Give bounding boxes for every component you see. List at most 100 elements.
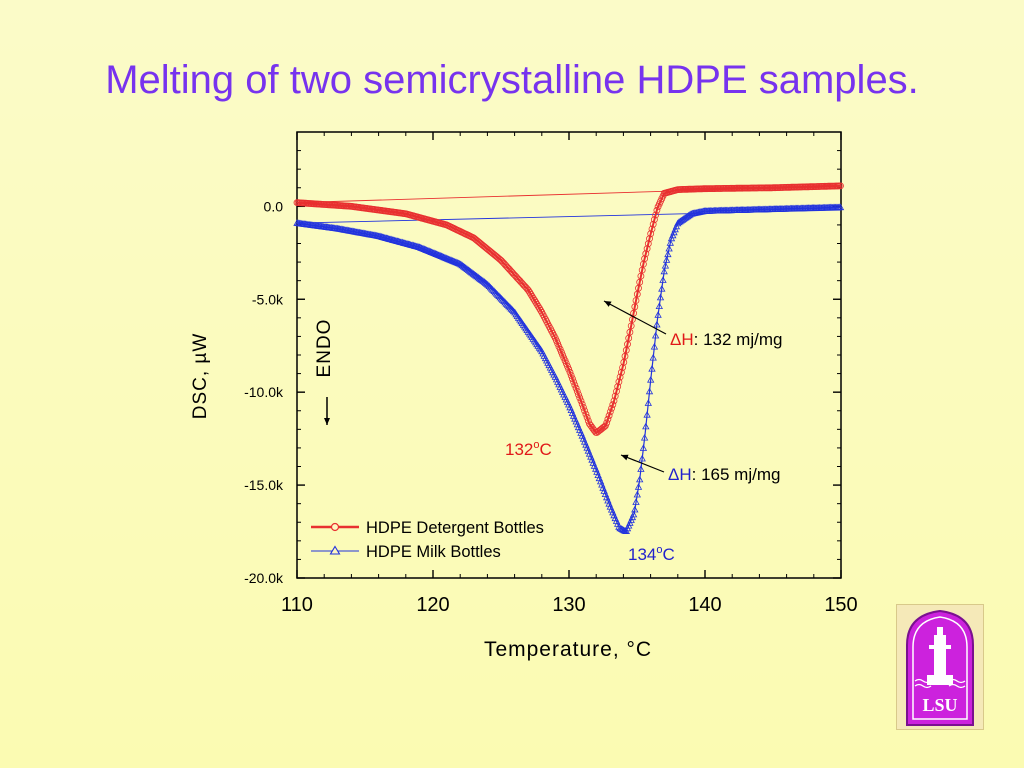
- data-point-detergent: [606, 408, 614, 416]
- data-point-detergent: [609, 401, 617, 409]
- data-point-detergent: [644, 240, 652, 248]
- data-point-detergent: [562, 360, 570, 367]
- data-point-milk: [457, 260, 465, 268]
- data-point-milk: [656, 293, 665, 301]
- data-point-milk: [496, 293, 504, 301]
- data-point-detergent: [556, 345, 564, 353]
- data-point-milk: [651, 331, 660, 339]
- dh-arrow-milk: [620, 454, 665, 473]
- data-point-milk: [647, 375, 655, 383]
- data-point-detergent: [572, 384, 580, 392]
- data-point-detergent: [571, 381, 579, 389]
- data-point-detergent: [631, 303, 639, 311]
- data-point-milk: [661, 261, 670, 269]
- data-point-detergent: [569, 375, 576, 383]
- baselines: [296, 185, 842, 224]
- data-point-detergent: [565, 365, 573, 373]
- data-point-detergent: [603, 419, 611, 427]
- data-point-milk: [508, 306, 517, 313]
- legend-label-detergent: HDPE Detergent Bottles: [366, 519, 544, 537]
- data-point-milk: [632, 498, 640, 505]
- data-point-detergent: [531, 296, 538, 304]
- data-point-milk: [467, 268, 475, 275]
- data-point-detergent: [587, 422, 595, 430]
- data-point-milk: [648, 364, 656, 372]
- x-tick-label: 140: [688, 594, 721, 616]
- data-point-milk: [495, 292, 503, 299]
- data-point-detergent: [582, 410, 590, 418]
- data-point-detergent: [566, 368, 574, 376]
- data-point-milk: [629, 510, 638, 518]
- data-point-milk: [653, 320, 661, 328]
- data-point-detergent: [611, 392, 619, 400]
- data-point-milk: [639, 444, 648, 451]
- data-point-detergent: [577, 397, 585, 405]
- data-point-detergent: [554, 340, 562, 348]
- data-point-milk: [658, 284, 666, 292]
- endo-label: ENDO: [314, 319, 335, 378]
- dh-label-milk: ΔH: 165 mj/mg: [668, 465, 780, 484]
- data-point-milk: [492, 289, 501, 297]
- data-point-detergent: [567, 372, 575, 379]
- data-point-detergent: [837, 182, 844, 190]
- data-point-milk: [634, 483, 643, 490]
- data-point-milk: [468, 268, 476, 276]
- data-point-detergent: [619, 364, 626, 371]
- data-point-detergent: [581, 407, 588, 415]
- data-point-detergent: [580, 403, 587, 411]
- data-point-milk: [659, 276, 667, 283]
- data-point-detergent: [640, 260, 647, 268]
- legend-label-milk: HDPE Milk Bottles: [366, 543, 501, 561]
- data-point-milk: [497, 294, 506, 302]
- data-point-milk: [483, 280, 491, 287]
- data-point-milk: [664, 250, 672, 258]
- data-point-detergent: [599, 424, 607, 432]
- x-tick-label: 110: [281, 594, 313, 616]
- data-point-milk: [665, 244, 673, 252]
- data-point-milk: [498, 296, 507, 303]
- data-point-detergent: [652, 211, 659, 219]
- dh-label-detergent: ΔH: 132 mj/mg: [670, 330, 782, 349]
- data-point-milk: [649, 353, 657, 361]
- data-point-detergent: [641, 255, 648, 263]
- data-point-milk: [637, 465, 645, 472]
- data-point-detergent: [586, 420, 593, 428]
- y-tick-label: 0.0: [264, 198, 284, 214]
- data-point-milk: [485, 282, 493, 289]
- x-tick-label: 120: [416, 594, 449, 616]
- data-point-milk: [662, 256, 671, 263]
- data-point-milk: [502, 299, 510, 307]
- legend-marker-detergent: [330, 522, 340, 532]
- data-point-milk: [506, 303, 514, 311]
- data-point-detergent: [523, 285, 531, 293]
- x-tick-label: 130: [552, 594, 585, 616]
- data-point-detergent: [578, 400, 586, 408]
- data-point-milk: [655, 302, 663, 309]
- axis-ticks: 110 120 130 140 150 0.0 -5.0k -10.0k -15.0k -20.0…: [244, 131, 858, 616]
- x-tick-label: 150: [824, 594, 857, 616]
- data-point-milk: [638, 454, 646, 462]
- data-point-milk: [642, 422, 650, 430]
- data-point-detergent: [647, 230, 655, 238]
- data-point-detergent: [642, 250, 650, 258]
- slide-title: Melting of two semicrystalline HDPE samp…: [105, 58, 919, 102]
- data-point-detergent: [610, 397, 618, 405]
- data-point-detergent: [616, 373, 624, 381]
- data-point-milk: [633, 490, 641, 498]
- data-point-milk: [654, 311, 662, 318]
- data-point-milk: [650, 342, 659, 350]
- data-point-milk: [501, 298, 509, 306]
- data-point-detergent: [527, 290, 535, 298]
- data-point-milk: [494, 291, 502, 298]
- data-point-detergent: [614, 383, 622, 391]
- data-point-detergent: [632, 297, 640, 304]
- plot-frame: [296, 131, 842, 579]
- data-point-milk: [478, 276, 486, 283]
- lsu-logo-text: LSU: [922, 695, 957, 715]
- data-point-detergent: [618, 368, 625, 376]
- data-point-detergent: [653, 206, 661, 214]
- data-point-milk: [487, 284, 496, 292]
- data-point-milk: [643, 410, 651, 418]
- data-point-milk: [636, 475, 644, 483]
